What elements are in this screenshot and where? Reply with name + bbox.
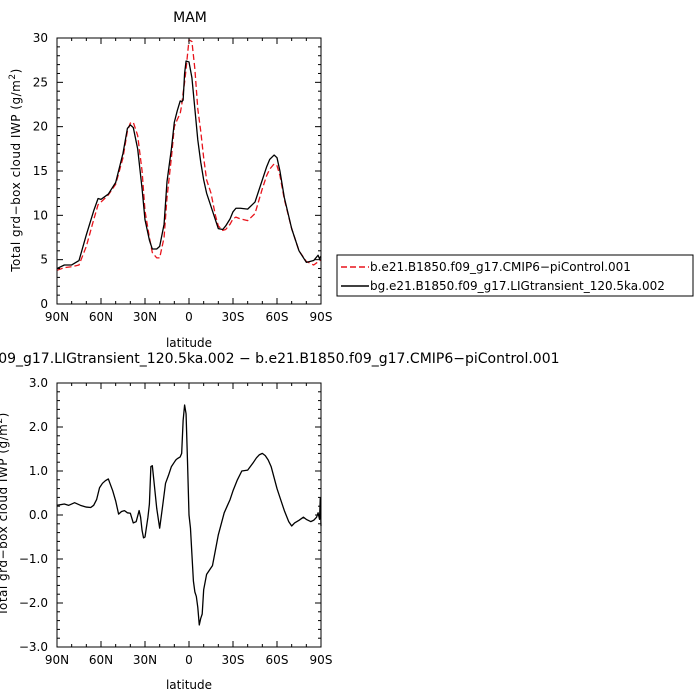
top-panel: MAM Total grd−box cloud IWP (g/m2) 90N 60…: [8, 10, 332, 350]
series-line-1-0: [56, 404, 322, 626]
bottom-chart-title: bg.e21.B1850.f09_g17.LIGtransient_120.5k…: [0, 351, 560, 367]
legend: b.e21.B1850.f09_g17.CMIP6−piControl.001 …: [336, 254, 694, 297]
legend-box: [336, 254, 694, 297]
x-tick-label: 30S: [222, 310, 245, 324]
x-tick-label: 30S: [222, 653, 245, 667]
bottom-y-axis-label: Total grd−box cloud IWP (g/m2): [0, 412, 10, 617]
x-tick-label: 90S: [310, 653, 333, 667]
y-tick-label: 0: [40, 297, 48, 311]
y-tick-label: 0.0: [29, 508, 48, 522]
y-tick-label: −3.0: [19, 640, 48, 654]
x-tick-label: 60S: [266, 653, 289, 667]
y-tick-label: 20: [33, 120, 48, 134]
top-x-axis-label: latitude: [166, 336, 212, 350]
y-tick-label: −1.0: [19, 552, 48, 566]
y-tick-label: 10: [33, 208, 48, 222]
top-plot-frame: [56, 37, 322, 305]
x-tick-label: 30N: [133, 310, 157, 324]
x-tick-label: 0: [185, 310, 193, 324]
y-tick-label: 3.0: [29, 376, 48, 390]
x-tick-label: 30N: [133, 653, 157, 667]
x-tick-label: 60N: [89, 653, 113, 667]
y-tick-label: 30: [33, 31, 48, 45]
series-line-0-0: [56, 39, 322, 271]
legend-label-ligtransient: bg.e21.B1850.f09_g17.LIGtransient_120.5k…: [370, 279, 665, 293]
x-tick-label: 90S: [310, 310, 333, 324]
bottom-x-axis-label: latitude: [166, 678, 212, 692]
y-tick-label: 1.0: [29, 464, 48, 478]
bottom-panel: bg.e21.B1850.f09_g17.LIGtransient_120.5k…: [0, 351, 560, 692]
y-tick-label: 2.0: [29, 420, 48, 434]
y-tick-label: 15: [33, 164, 48, 178]
top-chart-title: MAM: [173, 10, 207, 26]
legend-label-picontrol: b.e21.B1850.f09_g17.CMIP6−piControl.001: [370, 260, 631, 274]
x-tick-label: 60N: [89, 310, 113, 324]
y-tick-label: 25: [33, 75, 48, 89]
y-tick-label: −2.0: [19, 596, 48, 610]
top-y-axis-label: Total grd−box cloud IWP (g/m2): [8, 68, 23, 273]
x-tick-label: 90N: [45, 653, 69, 667]
y-tick-label: 5: [40, 253, 48, 267]
x-tick-label: 0: [185, 653, 193, 667]
series-line-0-1: [56, 60, 322, 270]
x-tick-label: 90N: [45, 310, 69, 324]
x-tick-label: 60S: [266, 310, 289, 324]
